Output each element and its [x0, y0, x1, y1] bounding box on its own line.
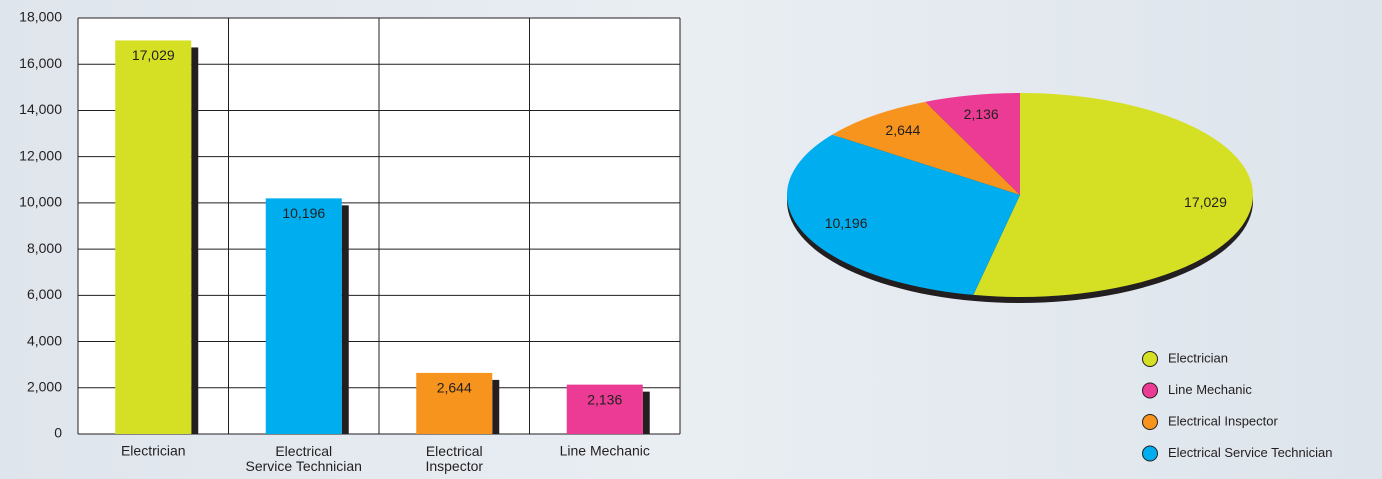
legend-swatch	[1142, 445, 1158, 462]
bar	[416, 372, 493, 434]
value-label: 2,644	[437, 380, 472, 396]
legend-label: Electrical Inspector	[1168, 413, 1278, 428]
y-tick-label: 8,000	[27, 240, 62, 256]
pie-label: 2,644	[885, 122, 920, 138]
y-tick-label: 12,000	[19, 147, 62, 163]
y-tick-label: 16,000	[19, 55, 62, 71]
value-label: 17,029	[132, 47, 175, 63]
x-tick-label-line: Electrical	[275, 443, 332, 459]
y-tick-label: 10,000	[19, 194, 62, 210]
x-tick-label: Electrician	[121, 443, 186, 459]
y-tick-label: 18,000	[19, 9, 62, 25]
x-tick-label-line: Inspector	[425, 458, 483, 474]
value-label: 10,196	[282, 205, 325, 221]
bar	[265, 198, 342, 434]
pie-slice	[786, 134, 1020, 295]
pie-label: 10,196	[825, 215, 868, 231]
y-tick-label: 14,000	[19, 101, 62, 117]
x-tick-label-line: Electrical	[426, 443, 483, 459]
pie-slice	[925, 93, 1020, 195]
pie-label: 17,029	[1184, 194, 1227, 210]
x-tick-label-line: Service Technician	[246, 458, 362, 474]
legend-swatch	[1142, 382, 1158, 399]
legend-swatch	[1142, 351, 1158, 367]
bar-shadow	[191, 47, 199, 434]
bar	[115, 40, 192, 434]
y-tick-label: 2,000	[27, 378, 62, 394]
bar	[566, 384, 643, 434]
legend-swatch	[1142, 414, 1158, 430]
x-tick-label: Line Mechanic	[560, 443, 650, 459]
legend-label: Electrical Service Technician	[1168, 445, 1333, 460]
y-tick-label: 4,000	[27, 332, 62, 348]
x-tick-label: Electrical Inspector	[425, 443, 483, 474]
y-tick-label: 0	[54, 425, 62, 441]
bar-shadow	[642, 391, 650, 434]
pie-slice	[832, 101, 1020, 195]
legend-label: Electrician	[1168, 350, 1228, 365]
pie-slice	[973, 93, 1253, 297]
bar-shadow	[341, 205, 349, 434]
value-label: 2,136	[587, 391, 622, 407]
y-tick-label: 6,000	[27, 286, 62, 302]
bar-shadow	[492, 379, 500, 434]
legend-label: Line Mechanic	[1168, 382, 1252, 397]
x-tick-label: Electrical Service Technician	[246, 443, 362, 474]
pie-label: 2,136	[964, 106, 999, 122]
